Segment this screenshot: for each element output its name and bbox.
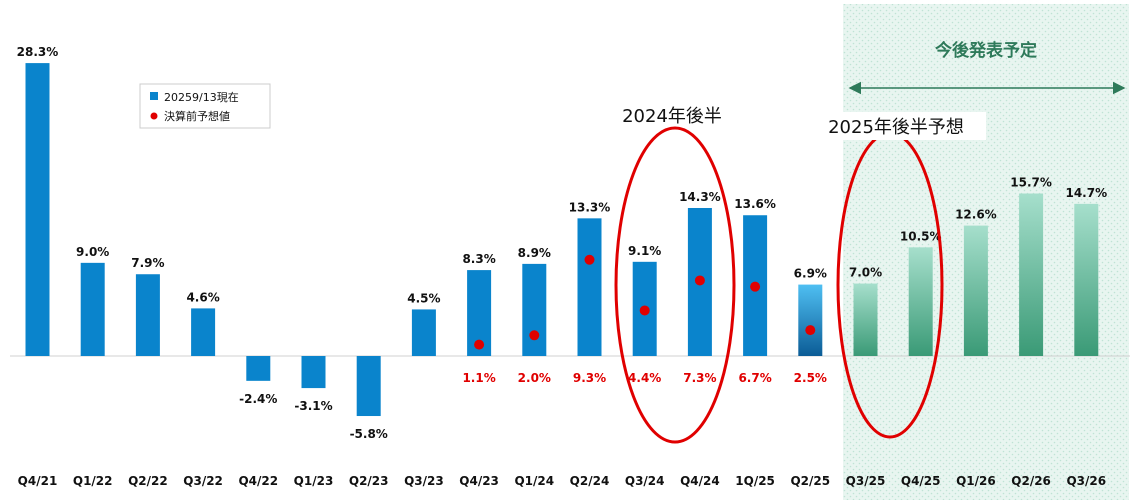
annotation-2025h2: 2025年後半予想 bbox=[828, 117, 964, 138]
estimate-dot bbox=[584, 254, 595, 265]
bar-value-label: 8.9% bbox=[518, 246, 551, 260]
x-tick-label: Q1/24 bbox=[514, 474, 554, 488]
bar-Q3-23 bbox=[411, 309, 436, 356]
estimate-value-label: 2.0% bbox=[518, 371, 551, 385]
bar-value-label: 4.6% bbox=[186, 290, 219, 304]
legend-label-actual: 20259/13現在 bbox=[164, 91, 239, 104]
estimate-value-label: 7.3% bbox=[683, 371, 716, 385]
estimate-dot bbox=[750, 281, 761, 292]
bar-Q1-26 bbox=[963, 225, 988, 356]
x-tick-label: Q1/26 bbox=[956, 474, 996, 488]
x-tick-label: Q3/23 bbox=[404, 474, 444, 488]
bar-value-label: 9.1% bbox=[628, 244, 661, 258]
bar-Q3-26 bbox=[1074, 203, 1099, 356]
x-tick-label: Q2/25 bbox=[790, 474, 830, 488]
bar-value-label: 6.9% bbox=[794, 267, 827, 281]
x-tick-label: Q4/25 bbox=[901, 474, 941, 488]
estimate-dot bbox=[694, 275, 705, 286]
bar-value-label: -2.4% bbox=[239, 392, 277, 406]
estimate-dot bbox=[529, 330, 540, 341]
x-tick-label: Q2/24 bbox=[570, 474, 610, 488]
bar-value-label: 8.3% bbox=[462, 252, 495, 266]
x-tick-label: Q1/22 bbox=[73, 474, 113, 488]
bar-Q2-24 bbox=[577, 218, 602, 356]
highlight-ellipse-2024h2 bbox=[614, 126, 736, 444]
bar-Q3-22 bbox=[191, 308, 216, 356]
bar-Q2-23 bbox=[356, 356, 381, 417]
annotation-2024h2: 2024年後半 bbox=[622, 106, 722, 127]
bar-value-label: 14.7% bbox=[1065, 186, 1107, 200]
x-tick-label: Q1/23 bbox=[294, 474, 334, 488]
bar-value-label: 7.0% bbox=[849, 266, 882, 280]
x-tick-label: Q4/21 bbox=[18, 474, 58, 488]
bar-Q3-25 bbox=[853, 283, 878, 356]
legend-swatch-actual bbox=[150, 92, 158, 100]
bar-Q4-22 bbox=[246, 356, 271, 381]
bar-Q4-25 bbox=[908, 247, 933, 356]
estimate-value-label: 6.7% bbox=[738, 371, 771, 385]
legend-label-estimate: 決算前予想値 bbox=[164, 109, 230, 123]
bar-Q2-26 bbox=[1019, 193, 1044, 356]
bar-value-label: 4.5% bbox=[407, 291, 440, 305]
bar-value-label: 13.6% bbox=[734, 197, 776, 211]
bar-value-label: -5.8% bbox=[350, 427, 388, 441]
bar-Q2-25 bbox=[798, 284, 823, 356]
legend: 20259/13現在 決算前予想値 bbox=[139, 83, 271, 129]
x-tick-label: Q4/22 bbox=[238, 474, 278, 488]
estimate-value-label: 4.4% bbox=[628, 371, 661, 385]
bar-Q2-22 bbox=[135, 274, 160, 356]
bar-value-label: 12.6% bbox=[955, 208, 997, 222]
estimate-value-label: 1.1% bbox=[462, 371, 495, 385]
x-tick-label: Q3/26 bbox=[1066, 474, 1106, 488]
bar-value-label: 9.0% bbox=[76, 245, 109, 259]
bar-value-label: 28.3% bbox=[17, 45, 59, 59]
estimate-dot bbox=[474, 339, 485, 350]
bar-value-label: 14.3% bbox=[679, 190, 721, 204]
estimate-dot bbox=[805, 325, 816, 336]
x-tick-label: Q3/25 bbox=[846, 474, 886, 488]
estimate-dot bbox=[639, 305, 650, 316]
annotation-2025h2-box bbox=[806, 112, 986, 140]
bar-value-label: 13.3% bbox=[569, 200, 611, 214]
future-region-title: 今後発表予定 bbox=[935, 40, 1037, 61]
x-tick-label: Q3/24 bbox=[625, 474, 665, 488]
labels-layer: 28.3% Q4/21 9.0% Q1/22 7.9% Q2/22 4.6% Q3/22 -2.… bbox=[17, 45, 1107, 488]
legend-swatch-estimate bbox=[150, 112, 158, 120]
x-tick-label: Q4/23 bbox=[459, 474, 499, 488]
bar-value-label: 15.7% bbox=[1010, 176, 1052, 190]
x-tick-label: 1Q/25 bbox=[735, 474, 775, 488]
estimate-value-label: 9.3% bbox=[573, 371, 606, 385]
x-tick-label: Q2/26 bbox=[1011, 474, 1051, 488]
estimate-value-label: 2.5% bbox=[794, 371, 827, 385]
bar-value-label: -3.1% bbox=[294, 399, 332, 413]
bar-value-label: 7.9% bbox=[131, 256, 164, 270]
bar-Q1-22 bbox=[80, 262, 105, 356]
x-tick-label: Q3/22 bbox=[183, 474, 223, 488]
x-tick-label: Q2/23 bbox=[349, 474, 389, 488]
bar-Q1-23 bbox=[301, 356, 326, 389]
bar-Q1-24 bbox=[522, 263, 547, 356]
x-tick-label: Q2/22 bbox=[128, 474, 168, 488]
bars-layer bbox=[25, 63, 1099, 417]
x-tick-label: Q4/24 bbox=[680, 474, 720, 488]
bar-value-label: 10.5% bbox=[900, 229, 942, 243]
bar-Q4-21 bbox=[25, 63, 50, 356]
